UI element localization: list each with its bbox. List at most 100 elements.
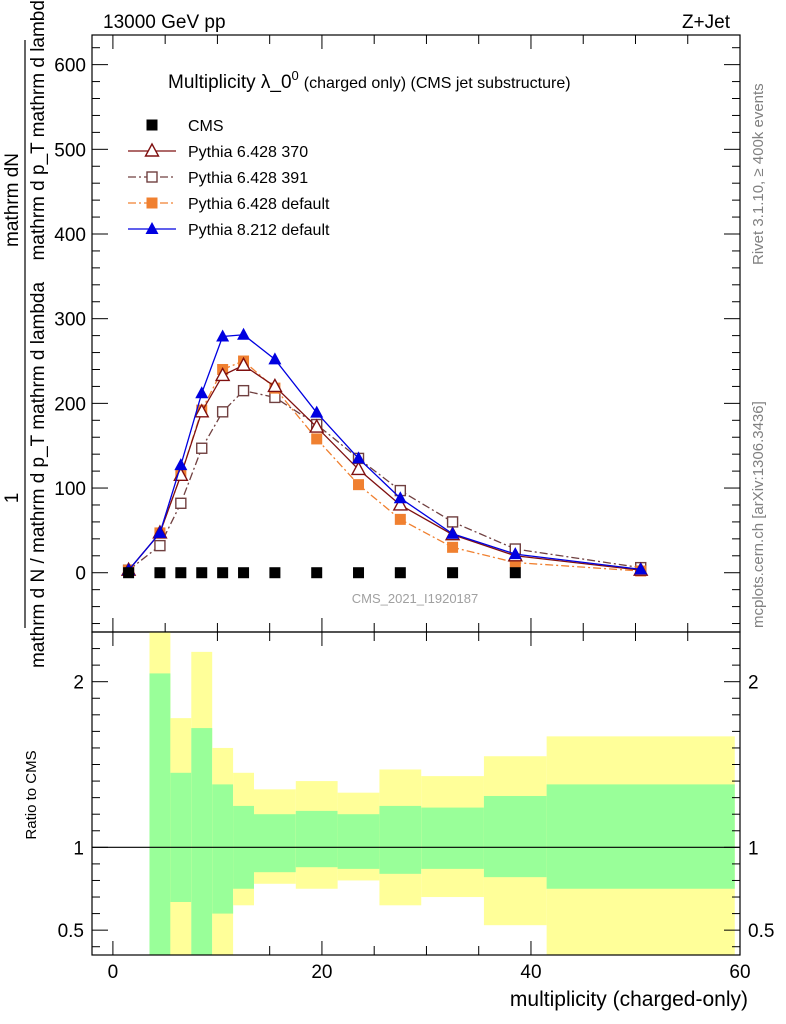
legend-marker [146, 197, 158, 209]
data-point-2 [154, 539, 166, 552]
data-point-0 [217, 567, 229, 579]
ratio-green-band [421, 807, 484, 869]
ratio-green-band [191, 728, 213, 955]
data-point-3 [447, 541, 459, 553]
y-label-one: 1 [2, 493, 23, 504]
y-tick-label: 400 [54, 225, 86, 246]
data-point-3 [394, 513, 406, 525]
ratio-green-band [546, 784, 735, 889]
x-tick-label: 20 [311, 962, 332, 983]
legend-marker [144, 142, 160, 157]
ratio-green-band [295, 810, 338, 868]
x-tick-label: 0 [108, 962, 119, 983]
legend-marker [146, 171, 158, 183]
x-tick-label: 60 [729, 962, 750, 983]
data-point-0 [353, 567, 365, 579]
data-point-4 [237, 327, 251, 340]
ratio-green-band [149, 673, 171, 955]
y-label-top: mathrm d p_T mathrm d lambda [28, 0, 49, 261]
legend-label: CMS [188, 118, 224, 135]
data-point-0 [394, 567, 406, 579]
data-point-4 [446, 526, 460, 539]
series-line-3 [128, 360, 641, 572]
process-label: Z+Jet [682, 12, 731, 33]
ratio-frame [91, 631, 741, 956]
data-point-3 [311, 433, 323, 445]
data-point-0 [123, 567, 135, 579]
data-point-0 [196, 567, 208, 579]
data-point-1 [235, 356, 252, 371]
ratio-y-tick-label-right: 2 [748, 673, 759, 694]
data-point-0 [269, 567, 281, 579]
data-point-4 [216, 329, 230, 342]
data-point-2 [196, 442, 208, 454]
data-point-2 [237, 384, 250, 397]
legend-label: Pythia 6.428 391 [188, 170, 308, 187]
chart-title-main: Multiplicity λ_0 [168, 72, 292, 93]
data-point-1 [214, 366, 231, 382]
main-plot: 0 100 200 300 400 500 600 [54, 34, 741, 955]
data-point-4 [352, 451, 366, 464]
data-point-4 [634, 562, 648, 575]
data-point-0 [238, 567, 250, 579]
ratio-y-tick-label: 0.5 [58, 921, 84, 942]
mcplots-label: mcplots.cern.ch [arXiv:1306.3436] [750, 401, 767, 628]
ratio-y-tick-label: 1 [73, 838, 84, 859]
y-label-dn: mathrm dN [2, 153, 23, 247]
energy-label: 13000 GeV pp [103, 12, 226, 33]
data-point-2 [175, 497, 187, 509]
data-point-4 [393, 491, 407, 504]
legend-label: Pythia 6.428 370 [188, 144, 308, 161]
legend: CMS Pythia 6.428 370 Pythia 6.428 391 Pythi… [128, 118, 330, 239]
data-point-3 [353, 479, 365, 491]
x-axis-label: multiplicity (charged-only) [510, 988, 748, 1011]
y-tick-label: 200 [54, 394, 86, 415]
legend-marker [146, 119, 158, 131]
data-point-4 [268, 352, 282, 365]
y-label-bottom: mathrm d N / mathrm d p_T mathrm d lambd… [28, 282, 49, 669]
y-tick-label: 600 [54, 56, 86, 77]
data-point-0 [509, 567, 521, 579]
main-y-axis-label: 1 mathrm dN mathrm d p_T mathrm d lambda… [2, 0, 49, 668]
y-tick-label: 300 [54, 310, 86, 331]
data-point-2 [269, 391, 281, 404]
data-point-4 [310, 405, 324, 418]
y-tick-label: 0 [75, 564, 86, 585]
data-point-4 [153, 525, 167, 538]
y-tick-label: 100 [54, 479, 86, 500]
ratio-y-tick-label-right: 1 [748, 838, 759, 859]
chart-subtitle: (charged only) (CMS jet substructure) [304, 75, 571, 92]
data-point-2 [216, 406, 229, 418]
legend-label: Pythia 8.212 default [188, 222, 330, 239]
data-point-0 [154, 567, 166, 579]
data-point-0 [175, 567, 187, 579]
x-tick-label: 40 [520, 962, 541, 983]
data-point-4 [174, 458, 188, 471]
data-point-1 [309, 418, 325, 433]
y-tick-label: 500 [54, 140, 86, 161]
data-point-2 [446, 516, 459, 528]
ratio-green-band [254, 814, 296, 873]
chart-title: Multiplicity λ_00 (charged only) (CMS jet… [168, 68, 571, 93]
series-line-2 [128, 389, 641, 571]
rivet-label: Rivet 3.1.10, ≥ 400k events [750, 83, 767, 265]
ratio-green-band [212, 784, 234, 914]
data-point-4 [508, 547, 522, 560]
ratio-green-band [337, 814, 380, 869]
data-point-1 [392, 496, 408, 511]
data-point-4 [195, 386, 209, 399]
legend-marker [145, 222, 159, 234]
data-point-1 [350, 460, 367, 476]
data-point-0 [311, 567, 323, 579]
ratio-y-label: Ratio to CMS [23, 750, 40, 839]
ratio-green-band [170, 772, 192, 902]
ratio-plot: 0 20 40 60 0.5 0.5 1 1 2 2 [58, 631, 774, 983]
data-point-3 [509, 557, 521, 569]
ratio-y-tick-label: 2 [73, 673, 84, 694]
data-point-0 [447, 567, 459, 579]
analysis-id: CMS_2021_I1920187 [352, 591, 479, 606]
chart-title-superscript: 0 [292, 68, 299, 83]
data-point-1 [267, 377, 283, 393]
ratio-y-tick-label-right: 0.5 [748, 921, 774, 942]
